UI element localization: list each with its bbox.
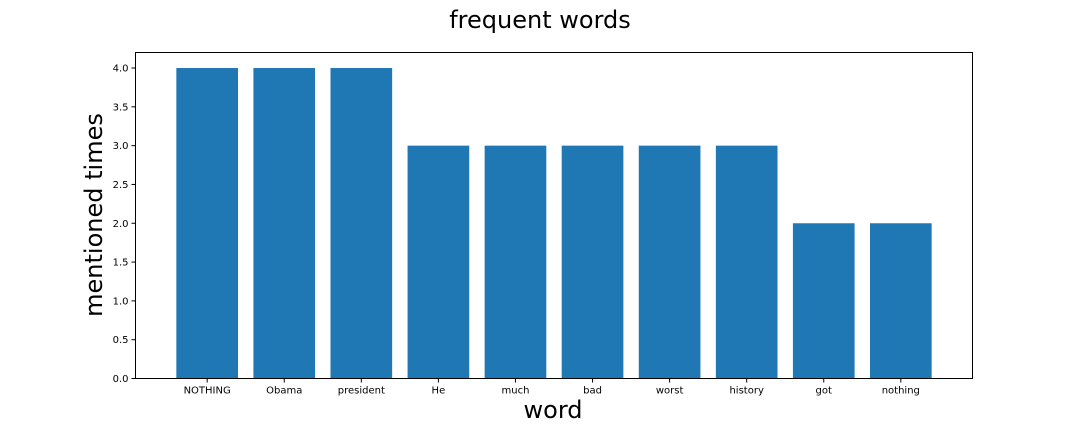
y-axis-label: mentioned times: [80, 113, 108, 317]
x-tick-label: got: [816, 386, 832, 397]
y-tick-label: 0.0: [113, 374, 129, 385]
y-tick-label: 1.5: [113, 258, 129, 269]
bar-worst: [638, 145, 701, 379]
bar-He: [407, 145, 470, 379]
bar-bad: [561, 145, 624, 379]
y-tick-label: 3.0: [113, 141, 129, 152]
bar-history: [715, 145, 778, 379]
y-tick-label: 1.0: [113, 296, 129, 307]
x-tick-label: bad: [583, 386, 602, 397]
y-tick-label: 2.5: [113, 180, 129, 191]
x-tick-label: history: [729, 386, 763, 397]
bar-nothing: [869, 223, 932, 379]
x-axis-ticks: NOTHING Obama president He much bad worst histo…: [184, 378, 920, 397]
bar-much: [484, 145, 547, 379]
y-tick-label: 2.0: [113, 219, 129, 230]
x-tick-label: Obama: [266, 386, 302, 397]
x-tick-label: president: [338, 386, 385, 397]
x-tick-label: worst: [656, 386, 684, 397]
bar-president: [330, 68, 393, 379]
x-tick-label: NOTHING: [184, 386, 231, 397]
x-axis-label: word: [524, 396, 583, 424]
y-tick-label: 3.5: [113, 102, 129, 113]
bar-NOTHING: [176, 68, 239, 379]
x-tick-label: He: [432, 386, 446, 397]
bars-group: [176, 68, 932, 379]
y-tick-label: 4.0: [113, 64, 129, 75]
chart-title: frequent words: [449, 6, 631, 34]
x-tick-label: nothing: [882, 386, 920, 397]
plot-frame: [135, 52, 973, 379]
y-tick-label: 0.5: [113, 335, 129, 346]
bar-got: [792, 223, 855, 379]
x-tick-label: much: [502, 386, 530, 397]
y-axis-ticks: 0.0 0.5 1.0 1.5 2.0 2.5 3.0 3.5 4.0: [113, 64, 136, 385]
bar-Obama: [253, 68, 316, 379]
